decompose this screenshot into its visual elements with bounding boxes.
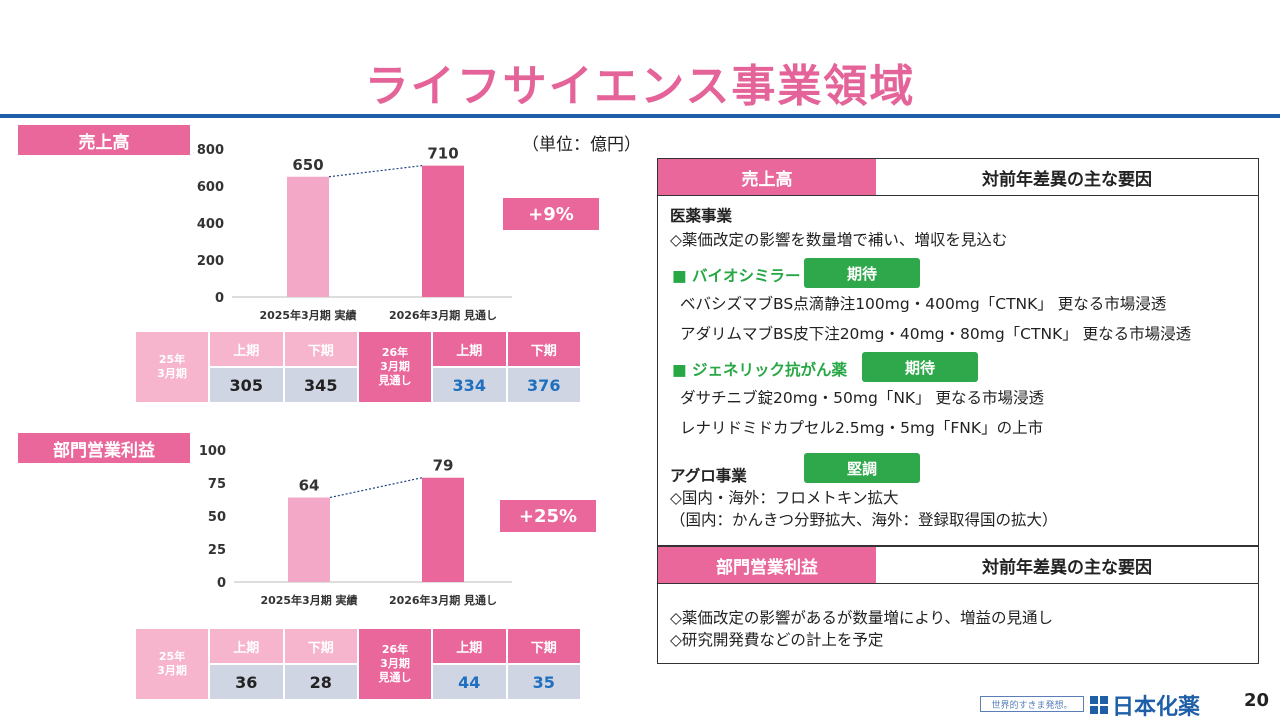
sales-growth-badge: +9% (503, 198, 599, 230)
profit-fy26-h2-head: 下期 (507, 629, 580, 663)
profit-fy26-h1-head: 上期 (433, 629, 506, 663)
sales-factors-header-label: 売上高 (658, 159, 876, 195)
logo-mark-icon (1090, 696, 1108, 714)
profit-x-tick-1: 2026年3月期 見通し (389, 593, 497, 607)
page-title: ライフサイエンス事業領域 (364, 61, 916, 112)
generic-badge: 期待 (862, 352, 978, 382)
sales-fy26-label: 26年 3月期 見通し (359, 332, 431, 402)
sales-factors-header-title: 対前年差異の主な要因 (876, 159, 1258, 195)
profit-fy26-label: 26年 3月期 見通し (359, 629, 431, 699)
generic-line-2: レナリドミドカプセル2.5mg・5mg「FNK」の上市 (680, 419, 1044, 437)
profit-factor-line-1: ◇薬価改定の影響があるが数量増により、増益の見通し (670, 609, 1053, 627)
sales-bar-1 (422, 165, 464, 297)
sales-y-tick-4: 800 (197, 143, 224, 158)
profit-fy26-h1-value: 44 (433, 665, 506, 699)
sales-x-tick-0: 2025年3月期 実績 (259, 308, 356, 322)
sales-fy25-label: 25年 3月期 (136, 332, 208, 402)
unit-label: （単位：億円） (522, 135, 641, 155)
profit-data-label-1: 79 (433, 457, 454, 475)
page-number: 20 (1244, 690, 1270, 711)
profit-fy26-h2-value: 35 (507, 665, 580, 699)
sales-fy26-h1-head: 上期 (433, 332, 506, 366)
sales-data-label-1: 710 (427, 145, 458, 163)
sales-fy25-h1-value: 305 (210, 368, 283, 402)
sales-bar-chart: 0 200 400 600 800 650 2025年3月期 実績 710 2026年3月期 見… (197, 143, 512, 322)
agro-heading: アグロ事業 (670, 467, 747, 485)
profit-y-tick-0: 0 (217, 576, 226, 591)
sales-fy26-h2-head: 下期 (507, 332, 580, 366)
profit-factor-line-2: ◇研究開発費などの計上を予定 (670, 631, 884, 649)
pharma-heading: 医薬事業 (670, 207, 733, 225)
sales-trend-line (328, 165, 423, 178)
profit-fy25-h2-value: 28 (284, 665, 357, 699)
sales-x-tick-1: 2026年3月期 見通し (389, 308, 497, 322)
sales-y-tick-2: 400 (197, 217, 224, 232)
profit-bar-chart: 0 25 50 75 100 64 2025年3月期 実績 79 2026年3月期 見通し (199, 444, 512, 607)
sales-data-label-0: 650 (292, 156, 323, 174)
company-tagline: 世界的すきま発想。 (980, 696, 1084, 712)
sales-fy25-h2-value: 345 (284, 368, 357, 402)
logo-text: 日本化薬 (1112, 695, 1201, 720)
profit-growth-badge: +25% (500, 500, 596, 532)
biosimilar-label: ■ バイオシミラー (672, 267, 801, 285)
profit-bar-1 (422, 477, 464, 582)
profit-factors-header: 部門営業利益 対前年差異の主な要因 (657, 546, 1259, 584)
profit-fy25-label: 25年 3月期 (136, 629, 208, 699)
generic-line-1: ダサチニブ錠20mg・50mg「NK」 更なる市場浸透 (680, 389, 1045, 407)
sales-fy25-h2-head: 下期 (284, 332, 357, 366)
profit-x-tick-0: 2025年3月期 実績 (260, 593, 357, 607)
sales-y-tick-0: 0 (215, 291, 224, 306)
profit-fy25-h1-head: 上期 (210, 629, 283, 663)
profit-trend-line (329, 477, 423, 499)
biosimilar-badge: 期待 (804, 258, 920, 288)
profit-data-label-0: 64 (299, 477, 320, 495)
agro-line-2: （国内：かんきつ分野拡大、海外：登録取得国の拡大） (670, 511, 1058, 529)
sales-factors-header: 売上高 対前年差異の主な要因 (657, 158, 1259, 196)
profit-y-tick-4: 100 (199, 444, 226, 459)
profit-y-tick-3: 75 (208, 477, 226, 492)
profit-label: 部門営業利益 (18, 433, 190, 463)
sales-fy25-h1-head: 上期 (210, 332, 283, 366)
agro-badge: 堅調 (804, 453, 920, 483)
profit-y-tick-2: 50 (208, 510, 226, 525)
profit-bar-0 (288, 497, 330, 582)
profit-fy25-h2-head: 下期 (284, 629, 357, 663)
agro-line-1: ◇国内・海外：フロメトキン拡大 (670, 489, 899, 507)
company-logo: 日本化薬 (1090, 689, 1200, 721)
sales-y-tick-3: 600 (197, 180, 224, 195)
profit-fy25-h1-value: 36 (210, 665, 283, 699)
sales-y-tick-1: 200 (197, 254, 224, 269)
profit-factors-header-title: 対前年差異の主な要因 (876, 547, 1258, 583)
biosimilar-line-1: ベバシズマブBS点滴静注100mg・400mg「CTNK」 更なる市場浸透 (680, 295, 1167, 313)
sales-label: 売上高 (18, 125, 190, 155)
sales-half-table: 25年 3月期 上期 下期 26年 3月期 見通し 上期 下期 305 345 334… (134, 330, 582, 404)
sales-fy26-h1-value: 334 (433, 368, 506, 402)
profit-factors-header-label: 部門営業利益 (658, 547, 876, 583)
pharma-line: ◇薬価改定の影響を数量増で補い、増収を見込む (670, 231, 1008, 249)
title-divider (0, 114, 1280, 118)
generic-label: ■ ジェネリック抗がん薬 (672, 361, 848, 379)
profit-factors-panel: ◇薬価改定の影響があるが数量増により、増益の見通し ◇研究開発費などの計上を予定 (657, 583, 1259, 664)
profit-half-table: 25年 3月期 上期 下期 26年 3月期 見通し 上期 下期 36 28 44 35 (134, 627, 582, 701)
sales-bar-0 (287, 176, 329, 297)
sales-fy26-h2-value: 376 (507, 368, 580, 402)
sales-factors-panel: 医薬事業 ◇薬価改定の影響を数量増で補い、増収を見込む ■ バイオシミラー 期待… (657, 195, 1259, 546)
profit-y-tick-1: 25 (208, 543, 226, 558)
biosimilar-line-2: アダリムマブBS皮下注20mg・40mg・80mg「CTNK」 更なる市場浸透 (680, 325, 1192, 343)
